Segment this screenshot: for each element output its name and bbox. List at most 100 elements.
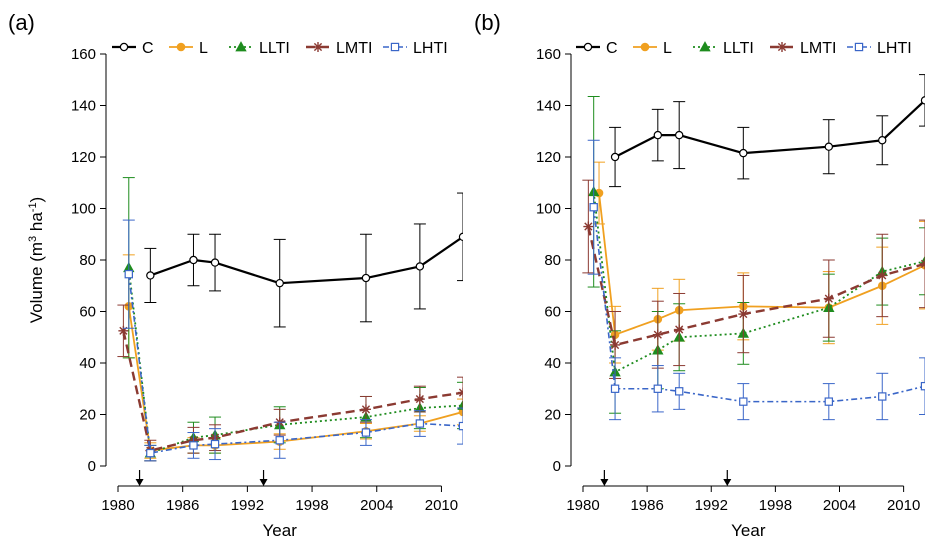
data-point [739,148,748,158]
series-line [127,267,463,455]
y-tick-label: 40 [544,355,561,372]
legend-item-lmti: LMTI [770,40,836,57]
series-line [587,226,925,347]
data-point [610,384,620,393]
data-point [457,399,463,410]
panel-b: (b) 0 20 40 60 80 100 120 140 160 1980 1986 1992 1998… [474,10,925,540]
series-line [598,192,925,336]
legend-item-llti: LLTI [693,40,754,57]
series-llti [122,177,463,462]
legend-item-lhti: LHTI [383,40,448,57]
legend-item-c: C [576,40,618,57]
legend-item-l: L [169,40,208,57]
x-tick-label: 2004 [823,497,856,514]
treatment-arrow-icon [259,479,268,486]
legend-label: C [606,40,618,57]
data-point [275,436,284,445]
data-point [738,309,749,320]
data-point [878,392,887,401]
data-point [360,404,371,415]
data-point [189,441,198,450]
treatment-arrow-icon [723,479,732,486]
y-tick-label: 80 [79,252,96,269]
series-lmti [582,179,925,379]
data-point [674,130,684,140]
x-tick-label: 1986 [630,497,663,514]
x-tick-label: 1980 [566,497,599,514]
y-tick-label: 40 [79,355,96,372]
data-point [920,381,925,391]
series-line [122,330,463,452]
legend-marker [777,42,787,52]
data-point [361,428,371,437]
x-axis-title: Year [731,521,766,540]
legend-label: LLTI [723,40,754,57]
data-point [415,262,425,271]
x-tick-label: 2010 [887,497,920,514]
panel-label: (b) [474,10,501,35]
legend-marker [235,41,247,52]
data-point [583,221,594,232]
series-line [127,274,463,454]
legend-label: C [142,40,154,57]
x-tick-label: 1992 [695,497,728,514]
data-point [824,142,834,151]
legend-marker [854,42,864,52]
data-point [610,339,621,350]
data-point [414,394,425,405]
legend: C L LLTI LMTI LHTI [112,40,448,57]
legend-marker [640,42,650,52]
data-point [823,293,834,304]
legend-marker [176,42,186,52]
legend-label: LMTI [800,40,836,57]
data-point [124,269,133,279]
y-tick-label: 60 [544,304,561,321]
x-tick-label: 1998 [759,497,792,514]
data-point [877,270,888,281]
legend-label: LMTI [336,40,372,57]
x-tick-label: 1992 [231,497,264,514]
data-point [824,397,834,406]
data-point [739,397,748,406]
y-tick-label: 20 [544,407,561,424]
series-c [609,74,925,188]
data-point [210,439,220,449]
legend-marker [583,42,593,52]
data-point [674,324,685,335]
treatment-arrow-icon [135,479,144,486]
data-point [210,258,220,267]
data-point [458,232,463,242]
x-tick-label: 2004 [360,497,393,514]
y-tick-label: 120 [536,149,561,166]
panel-a: (a) 0 20 40 60 80 100 120 140 160 1980 1986 1992 1998… [8,10,463,540]
legend-label: LHTI [413,40,448,57]
data-point [458,387,463,398]
data-point [589,203,598,212]
x-tick-label: 1998 [295,497,328,514]
series-line [127,306,463,452]
x-tick-label: 1980 [101,497,134,514]
data-point [458,421,463,431]
y-axis-title: Volume (m3 ha-1) [27,197,46,323]
y-tick-label: 140 [71,98,96,115]
legend-item-lmti: LMTI [306,40,372,57]
y-tick-label: 80 [544,252,561,269]
legend-label: L [663,40,672,57]
data-point [653,130,663,140]
data-point [458,407,463,417]
data-point [146,448,155,458]
data-point [674,387,684,396]
legend-label: L [199,40,208,57]
data-point [878,136,887,145]
plot-area [582,74,925,421]
data-point [415,419,425,428]
series-lhti [587,139,925,421]
series-l [122,254,463,459]
legend-marker [313,42,323,52]
y-tick-label: 60 [79,304,96,321]
data-point [275,278,284,288]
series-line [592,207,925,403]
data-point [146,271,155,280]
